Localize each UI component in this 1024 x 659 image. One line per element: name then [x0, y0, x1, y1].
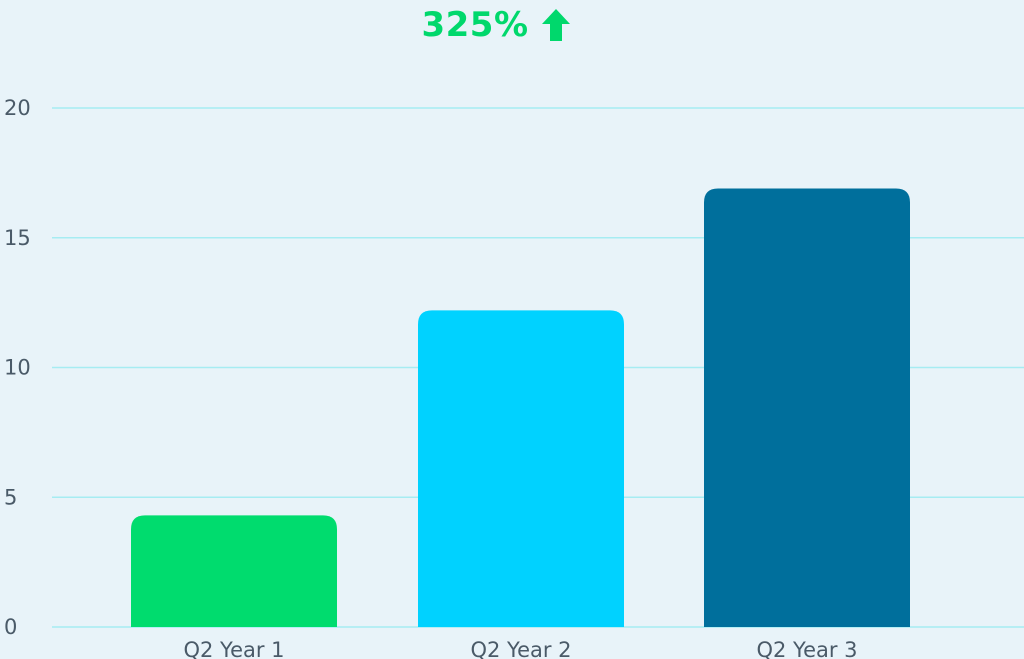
- y-tick-label-5: 5: [4, 485, 17, 509]
- bar-3: [704, 188, 910, 627]
- y-tick-label-15: 15: [4, 226, 31, 250]
- x-category-label-1: Q2 Year 1: [183, 638, 284, 659]
- y-tick-label-20: 20: [4, 96, 31, 120]
- bar-1: [131, 515, 337, 627]
- x-axis-labels: Q2 Year 1 Q2 Year 2 Q2 Year 3: [183, 638, 857, 659]
- x-category-label-3: Q2 Year 3: [756, 638, 857, 659]
- y-tick-label-10: 10: [4, 356, 31, 380]
- headline: 325%: [0, 2, 1024, 48]
- bar-2: [418, 310, 624, 627]
- y-axis-ticks: 0 5 10 15 20: [4, 96, 31, 639]
- y-tick-label-0: 0: [4, 615, 17, 639]
- x-category-label-2: Q2 Year 2: [470, 638, 571, 659]
- growth-percentage: 325%: [421, 5, 529, 45]
- arrow-up-icon: [541, 8, 571, 42]
- bars: [131, 188, 910, 627]
